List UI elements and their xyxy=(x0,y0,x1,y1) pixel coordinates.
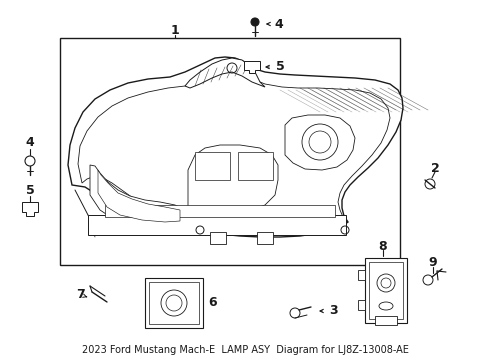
Text: 8: 8 xyxy=(379,239,387,252)
Polygon shape xyxy=(185,58,265,88)
Polygon shape xyxy=(78,70,390,229)
Polygon shape xyxy=(68,57,403,237)
Bar xyxy=(365,258,407,323)
Text: 9: 9 xyxy=(429,256,437,270)
Text: 7: 7 xyxy=(75,288,84,302)
Bar xyxy=(358,270,365,280)
Polygon shape xyxy=(188,145,278,212)
Polygon shape xyxy=(22,202,38,216)
Bar xyxy=(149,282,199,324)
Bar xyxy=(88,215,346,235)
Polygon shape xyxy=(98,170,180,222)
Bar xyxy=(238,152,273,180)
Polygon shape xyxy=(285,115,355,170)
Bar xyxy=(210,232,226,244)
Polygon shape xyxy=(90,165,185,229)
Bar xyxy=(105,205,335,217)
Bar xyxy=(60,38,400,265)
Text: 4: 4 xyxy=(25,136,34,149)
Bar xyxy=(257,232,273,244)
Text: 3: 3 xyxy=(329,305,337,318)
Text: 5: 5 xyxy=(25,184,34,197)
Bar xyxy=(358,300,365,310)
Bar xyxy=(195,152,230,180)
Text: 1: 1 xyxy=(171,23,179,36)
Bar xyxy=(369,262,403,319)
Polygon shape xyxy=(244,61,260,73)
Bar xyxy=(375,316,397,325)
Circle shape xyxy=(251,18,259,26)
Text: 4: 4 xyxy=(274,18,283,31)
Text: 5: 5 xyxy=(275,60,284,73)
Text: 6: 6 xyxy=(209,297,217,310)
Text: 2: 2 xyxy=(431,162,440,175)
Text: 2023 Ford Mustang Mach-E  LAMP ASY  Diagram for LJ8Z-13008-AE: 2023 Ford Mustang Mach-E LAMP ASY Diagra… xyxy=(81,345,409,355)
Bar xyxy=(145,278,203,328)
